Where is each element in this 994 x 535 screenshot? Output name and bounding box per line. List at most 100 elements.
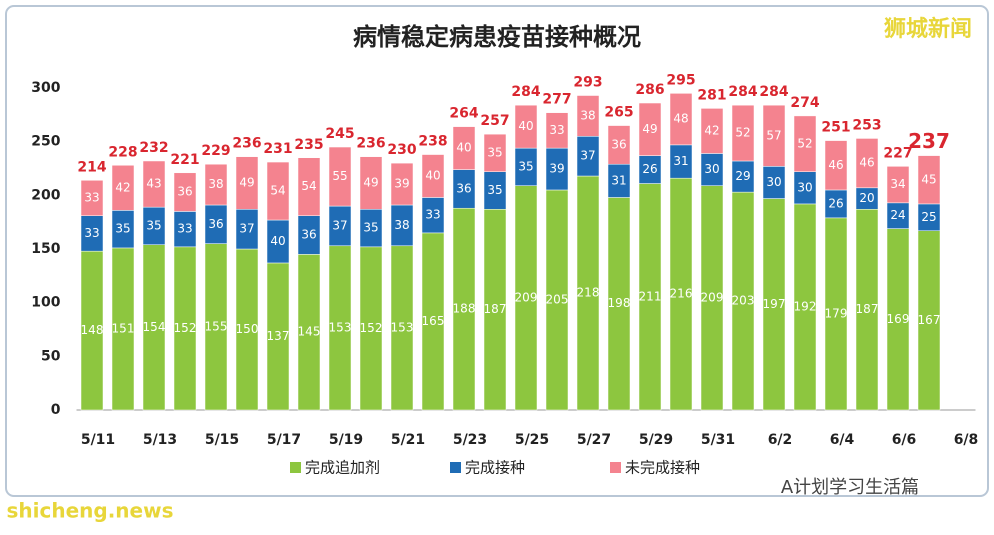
segment-label: 153 [391,320,414,334]
legend-label: 未完成接种 [625,459,700,477]
bar-segment [142,160,166,208]
segment-label: 46 [828,158,843,172]
segment-label: 38 [580,108,595,122]
bar-segment [700,108,724,154]
segment-label: 209 [701,290,724,304]
x-tick-label: 6/8 [954,432,979,448]
total-label: 281 [697,87,726,103]
x-tick-label: 5/25 [515,432,549,448]
segment-label: 45 [921,172,936,186]
total-label: 230 [387,142,416,158]
total-label: 221 [170,152,199,168]
segment-label: 37 [332,218,347,232]
segment-label: 216 [670,287,693,301]
segment-label: 35 [518,159,533,173]
total-label: 277 [542,92,571,108]
bar-segment [80,180,104,216]
bar-segment [824,140,848,191]
segment-label: 36 [208,217,223,231]
total-label: 235 [294,137,323,153]
x-tick-label: 5/15 [205,432,239,448]
total-label: 236 [232,136,261,152]
x-tick-label: 5/11 [81,432,115,448]
segment-label: 148 [81,323,104,337]
bar-segment [328,146,352,207]
segment-label: 36 [301,228,316,242]
segment-label: 33 [549,123,564,137]
segment-label: 167 [918,313,941,327]
site-watermark: shicheng.news [7,499,174,523]
segment-label: 49 [642,122,657,136]
total-label: 214 [77,159,106,175]
segment-label: 40 [456,141,471,155]
segment-label: 33 [177,222,192,236]
segment-label: 137 [267,329,290,343]
bar-segment [545,112,569,149]
segment-label: 46 [859,156,874,170]
segment-label: 31 [673,154,688,168]
segment-label: 40 [425,169,440,183]
segment-label: 192 [794,299,817,313]
total-label: 253 [852,117,881,133]
bar-segment [762,104,786,167]
x-tick-label: 6/6 [892,432,917,448]
segment-label: 154 [143,320,166,334]
segment-label: 35 [487,183,502,197]
y-tick-label: 250 [31,134,60,150]
segment-label: 49 [363,175,378,189]
y-tick-label: 50 [41,348,61,364]
segment-label: 197 [763,297,786,311]
total-label: 238 [418,134,447,150]
segment-label: 203 [732,294,755,308]
total-label: 293 [573,75,602,91]
total-label: 237 [908,129,950,153]
segment-label: 36 [611,137,626,151]
total-label: 284 [728,84,757,100]
x-tick-label: 5/29 [639,432,673,448]
y-tick-label: 0 [51,402,61,418]
brand-logo: 狮城新闻 [884,16,972,42]
segment-label: 54 [301,179,316,193]
segment-label: 151 [112,321,135,335]
segment-label: 187 [856,302,879,316]
total-label: 236 [356,136,385,152]
segment-label: 35 [363,221,378,235]
segment-label: 30 [797,180,812,194]
segment-label: 40 [518,119,533,133]
x-tick-label: 5/13 [143,432,177,448]
segment-label: 198 [608,296,631,310]
segment-label: 39 [394,177,409,191]
legend-swatch [290,462,301,473]
segment-label: 38 [208,177,223,191]
total-label: 284 [759,84,788,100]
segment-label: 150 [236,322,259,336]
segment-label: 25 [921,210,936,224]
total-label: 228 [108,144,137,160]
segment-label: 42 [115,180,130,194]
bar-segment [266,161,290,221]
watermark: A计划学习生活篇 [781,477,919,498]
total-label: 251 [821,120,850,136]
total-label: 264 [449,106,478,122]
segment-label: 152 [174,321,197,335]
x-tick-label: 5/17 [267,432,301,448]
segment-label: 57 [766,128,781,142]
bar-segment [359,156,383,210]
bar-segment [421,154,445,198]
segment-label: 145 [298,325,321,339]
total-label: 232 [139,140,168,156]
segment-label: 34 [890,177,905,191]
bar-segment [514,104,538,149]
segment-label: 30 [704,162,719,176]
y-tick-label: 150 [31,241,60,257]
bar-segment [669,93,693,146]
bar-segment [886,166,910,204]
x-tick-label: 5/23 [453,432,487,448]
bar-segment [452,126,476,170]
segment-label: 205 [546,292,569,306]
segment-label: 188 [453,302,476,316]
segment-label: 165 [422,314,445,328]
total-label: 295 [666,72,695,88]
bar-segment [297,157,321,216]
segment-label: 42 [704,123,719,137]
